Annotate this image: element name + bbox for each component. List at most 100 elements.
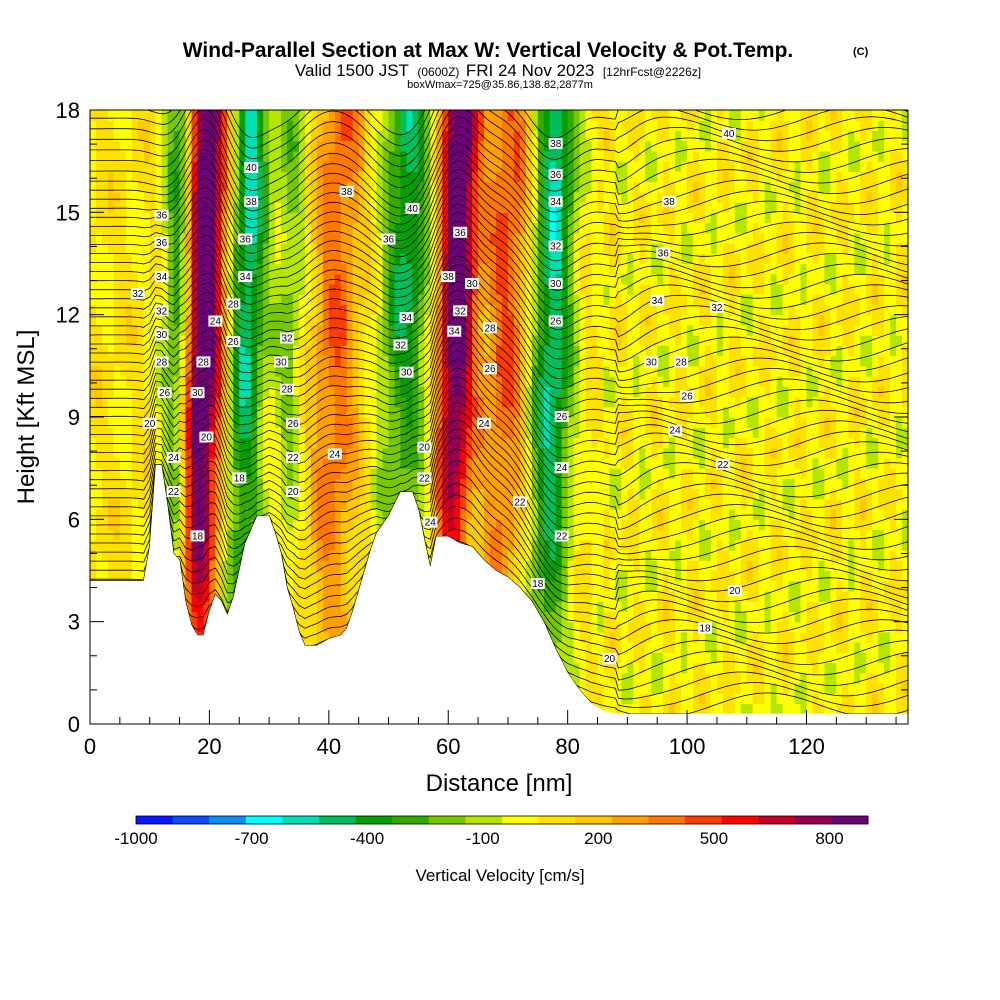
field-cell: [442, 222, 449, 234]
field-cell: [376, 417, 384, 428]
field-cell: [561, 550, 569, 561]
field-cell: [525, 396, 533, 408]
field-cell: [173, 150, 181, 162]
field-cell: [543, 181, 551, 193]
field-cell: [370, 468, 378, 479]
field-cell: [293, 263, 300, 275]
field-cell: [275, 478, 282, 490]
field-cell: [531, 355, 539, 367]
field-cell: [364, 478, 372, 490]
field-cell: [537, 283, 545, 295]
field-cell: [507, 191, 515, 203]
field-cell: [454, 468, 461, 479]
field-cell: [304, 519, 312, 531]
field-cell: [519, 130, 527, 142]
field-cell: [334, 304, 342, 316]
field-cell: [227, 171, 234, 183]
subtitle-date: FRI 24 Nov 2023: [466, 61, 595, 80]
field-cell: [376, 171, 384, 183]
field-cell: [472, 253, 479, 265]
field-cell: [466, 519, 473, 531]
field-cell: [484, 150, 491, 162]
field-cell: [298, 509, 306, 520]
field-cell: [531, 488, 539, 500]
field-cell: [525, 304, 533, 316]
field-cell: [179, 314, 187, 326]
field-cell: [167, 304, 175, 316]
field-cell: [269, 314, 276, 326]
field-cell: [173, 263, 181, 275]
field-cell: [316, 212, 324, 224]
field-cell: [197, 161, 205, 172]
field-cell: [90, 314, 97, 326]
field-cell: [119, 304, 127, 316]
field-cell: [430, 457, 437, 469]
field-cell: [269, 110, 276, 121]
field-cell: [90, 263, 97, 275]
field-cell: [448, 365, 455, 377]
field-cell: [549, 560, 557, 572]
field-cell: [215, 324, 222, 336]
field-cell: [310, 539, 318, 551]
field-cell: [472, 181, 479, 193]
field-cell: [221, 232, 228, 244]
field-cell: [245, 324, 252, 336]
field-cell: [101, 437, 109, 449]
field-cell: [328, 191, 336, 203]
field-cell: [221, 161, 228, 172]
field-cell: [298, 232, 306, 244]
field-cell: [125, 171, 133, 183]
field-cell: [472, 120, 479, 132]
field-cell: [352, 560, 360, 572]
field-cell: [382, 181, 390, 193]
field-cell: [143, 447, 151, 459]
field-cell: [149, 232, 157, 244]
field-cell: [275, 324, 282, 336]
field-cell: [328, 376, 336, 387]
field-cell: [233, 406, 240, 418]
field-cell: [496, 396, 503, 408]
field-cell: [90, 273, 97, 285]
field-cell: [167, 396, 175, 408]
field-cell: [304, 335, 312, 346]
field-cell: [490, 253, 497, 265]
field-cell: [245, 212, 252, 224]
field-cell: [579, 130, 587, 142]
field-cell: [203, 253, 211, 265]
field-cell: [179, 181, 187, 193]
field-cell: [412, 437, 419, 449]
field-cell: [352, 396, 360, 408]
field-cell: [537, 304, 545, 316]
field-cell: [340, 120, 348, 132]
field-cell: [484, 181, 491, 193]
field-cell: [221, 273, 228, 285]
field-cell: [191, 161, 199, 172]
field-cell: [281, 273, 288, 285]
field-cell: [149, 181, 157, 193]
field-cell: [382, 457, 390, 469]
field-cell: [388, 191, 396, 203]
field-cell: [119, 253, 127, 265]
field-cell: [257, 355, 264, 367]
field-cell: [239, 437, 246, 449]
field-cell: [304, 232, 312, 244]
field-cell: [567, 478, 575, 490]
field-cell: [125, 437, 133, 449]
field-cell: [430, 161, 437, 172]
field-cell: [388, 345, 396, 357]
field-cell: [287, 232, 294, 244]
field-cell: [352, 488, 360, 500]
field-cell: [107, 202, 115, 213]
field-cell: [340, 550, 348, 561]
field-cell: [376, 468, 384, 479]
field-cell: [239, 294, 246, 306]
field-cell: [281, 519, 288, 531]
field-cell: [310, 232, 318, 244]
field-cell: [460, 406, 467, 418]
field-cell: [119, 222, 127, 234]
field-cell: [442, 324, 449, 336]
field-cell: [245, 386, 252, 398]
field-cell: [352, 519, 360, 531]
field-cell: [549, 447, 557, 459]
field-cell: [549, 406, 557, 418]
